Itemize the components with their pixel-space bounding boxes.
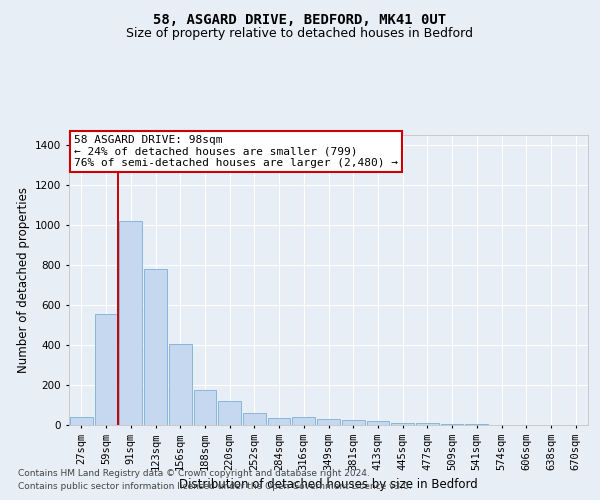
Bar: [119, 221, 142, 425]
Bar: [416, 424, 439, 425]
Bar: [367, 422, 389, 425]
Bar: [317, 420, 340, 425]
Text: 58 ASGARD DRIVE: 98sqm
← 24% of detached houses are smaller (799)
76% of semi-de: 58 ASGARD DRIVE: 98sqm ← 24% of detached…: [74, 135, 398, 168]
Bar: [194, 390, 216, 425]
Text: Contains public sector information licensed under the Open Government Licence v3: Contains public sector information licen…: [18, 482, 412, 491]
Bar: [218, 401, 241, 425]
Bar: [95, 314, 118, 425]
Bar: [342, 420, 365, 425]
Bar: [391, 423, 414, 425]
Bar: [466, 424, 488, 425]
Text: Size of property relative to detached houses in Bedford: Size of property relative to detached ho…: [127, 28, 473, 40]
Bar: [292, 416, 315, 425]
Bar: [144, 269, 167, 425]
Bar: [243, 414, 266, 425]
Bar: [441, 424, 463, 425]
Bar: [70, 417, 93, 425]
Bar: [169, 344, 191, 425]
X-axis label: Distribution of detached houses by size in Bedford: Distribution of detached houses by size …: [179, 478, 478, 492]
Bar: [268, 418, 290, 425]
Y-axis label: Number of detached properties: Number of detached properties: [17, 187, 29, 373]
Text: Contains HM Land Registry data © Crown copyright and database right 2024.: Contains HM Land Registry data © Crown c…: [18, 468, 370, 477]
Text: 58, ASGARD DRIVE, BEDFORD, MK41 0UT: 58, ASGARD DRIVE, BEDFORD, MK41 0UT: [154, 12, 446, 26]
